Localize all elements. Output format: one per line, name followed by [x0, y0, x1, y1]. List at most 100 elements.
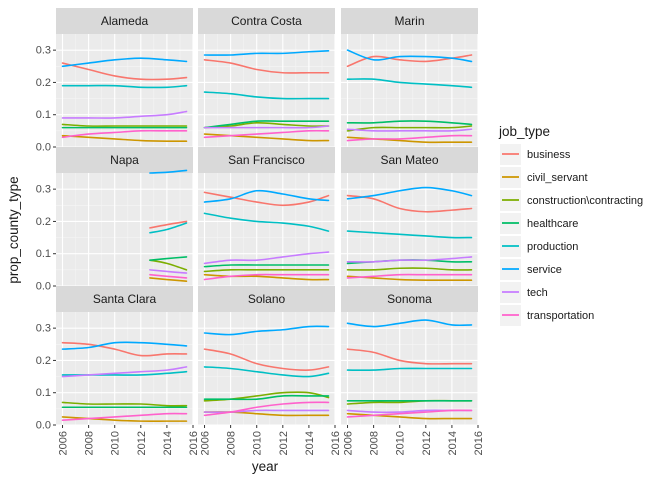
panel-background: [198, 312, 335, 425]
series-line-business: [203, 348, 330, 371]
facet-strip: [198, 286, 335, 312]
y-axis-title: prop_county_type: [6, 176, 21, 283]
facet-title: Napa: [110, 153, 139, 167]
legend-label: civil_servant: [527, 172, 588, 184]
series-line-transportation: [346, 409, 473, 418]
facet-title: Sonoma: [387, 292, 432, 306]
series-line-construction-contracting: [346, 125, 473, 132]
series-line-transportation: [149, 273, 188, 279]
panel-background: [56, 173, 193, 286]
series-line-business: [149, 220, 188, 229]
legend-label: service: [527, 264, 562, 276]
series-line-tech: [203, 125, 330, 129]
series-line-business: [203, 59, 330, 74]
facet-title: Santa Clara: [93, 292, 157, 306]
legend-label: business: [527, 149, 571, 161]
series-line-healthcare: [203, 264, 330, 268]
series-line-service: [346, 186, 473, 200]
panel-background: [198, 173, 335, 286]
series-line-business: [61, 341, 188, 357]
x-tick-label: 2012: [136, 431, 148, 455]
x-axis-title: year: [252, 459, 279, 474]
facet-strip: [56, 286, 193, 312]
y-tick-label: 0.3: [36, 45, 51, 57]
facet-strip: [341, 286, 478, 312]
facet-strip: [341, 147, 478, 173]
facet-panel-alameda: Alameda 0.0 0.1 0.2 0.3: [36, 8, 194, 154]
facet-panel-santa-clara: Santa Clara 0.0 0.1 0.2 0.3 2006 2008 2010 2012 2…: [36, 286, 200, 455]
series-line-construction-contracting: [149, 259, 188, 271]
series-line-civil_servant: [61, 134, 188, 143]
x-tick-label: 2014: [162, 431, 174, 455]
x-tick-label: 2016: [330, 431, 342, 455]
series-line-service: [203, 325, 330, 336]
legend-title: job_type: [498, 124, 550, 139]
legend: job_type business civil_servant constructio…: [498, 124, 643, 326]
series-line-business: [346, 194, 473, 213]
facet-strip: [341, 8, 478, 34]
facet-strip: [56, 147, 193, 173]
x-tick-label: 2008: [226, 431, 238, 455]
facet-panel-marin: Marin: [341, 8, 479, 148]
series-line-service: [346, 49, 473, 63]
facet-panel-contra-costa: Contra Costa: [198, 8, 336, 148]
y-tick-label: 0.1: [36, 109, 51, 121]
y-tick-label: 0.1: [36, 248, 51, 260]
facet-panel-napa: Napa 0.0 0.1 0.2 0.3: [36, 147, 194, 293]
series-line-construction-contracting: [61, 401, 188, 407]
facet-strip: [198, 147, 335, 173]
series-line-transportation: [61, 412, 188, 421]
series-line-tech: [149, 269, 188, 274]
series-line-business: [203, 191, 330, 207]
series-line-production: [61, 84, 188, 89]
series-line-construction-contracting: [203, 268, 330, 273]
y-tick-label: 0.3: [36, 184, 51, 196]
facet-title: Contra Costa: [231, 14, 302, 28]
series-line-tech: [61, 110, 188, 119]
legend-label: tech: [527, 287, 548, 299]
series-line-business: [61, 62, 188, 81]
legend-label: transportation: [527, 310, 594, 322]
series-line-transportation: [203, 401, 330, 417]
x-tick-label: 2008: [369, 431, 381, 455]
x-tick-label: 2014: [304, 431, 316, 455]
x-tick-label: 2012: [278, 431, 290, 455]
series-line-healthcare: [203, 394, 330, 401]
series-line-business: [346, 348, 473, 365]
series-line-healthcare: [203, 120, 330, 129]
y-tick-label: 0.1: [36, 387, 51, 399]
y-tick-label: 0.2: [36, 355, 51, 367]
y-tick-label: 0.3: [36, 323, 51, 335]
x-tick-label: 2016: [473, 431, 485, 455]
y-tick-label: 0.0: [36, 281, 51, 293]
x-tick-label: 2006: [200, 431, 212, 455]
x-tick-label: 2010: [110, 431, 122, 455]
series-line-healthcare: [346, 120, 473, 126]
facet-strip: [56, 8, 193, 34]
series-line-construction-contracting: [61, 123, 188, 127]
series-line-service: [346, 319, 473, 328]
facet-title: Solano: [248, 292, 286, 306]
facet-panel-san-mateo: San Mateo: [341, 147, 479, 287]
series-line-service: [203, 49, 330, 56]
series-line-transportation: [61, 129, 188, 139]
panel-background: [56, 312, 193, 425]
series-line-production: [346, 78, 473, 89]
y-tick-label: 0.2: [36, 77, 51, 89]
panel-background: [56, 34, 193, 147]
series-line-service: [61, 57, 188, 68]
series-line-tech: [346, 128, 473, 132]
y-tick-label: 0.0: [36, 420, 51, 432]
series-line-production: [149, 222, 188, 234]
series-line-transportation: [346, 134, 473, 142]
y-tick-label: 0.0: [36, 142, 51, 154]
x-tick-label: 2010: [252, 431, 264, 455]
facet-panel-sonoma: Sonoma 2006 2008 2010 2012 2014 2016: [341, 286, 485, 455]
series-line-civil_servant: [149, 277, 188, 282]
series-line-service: [61, 341, 188, 350]
x-tick-label: 2008: [84, 431, 96, 455]
facet-strip: [198, 8, 335, 34]
facet-title: San Mateo: [380, 153, 438, 167]
series-line-civil_servant: [346, 275, 473, 282]
